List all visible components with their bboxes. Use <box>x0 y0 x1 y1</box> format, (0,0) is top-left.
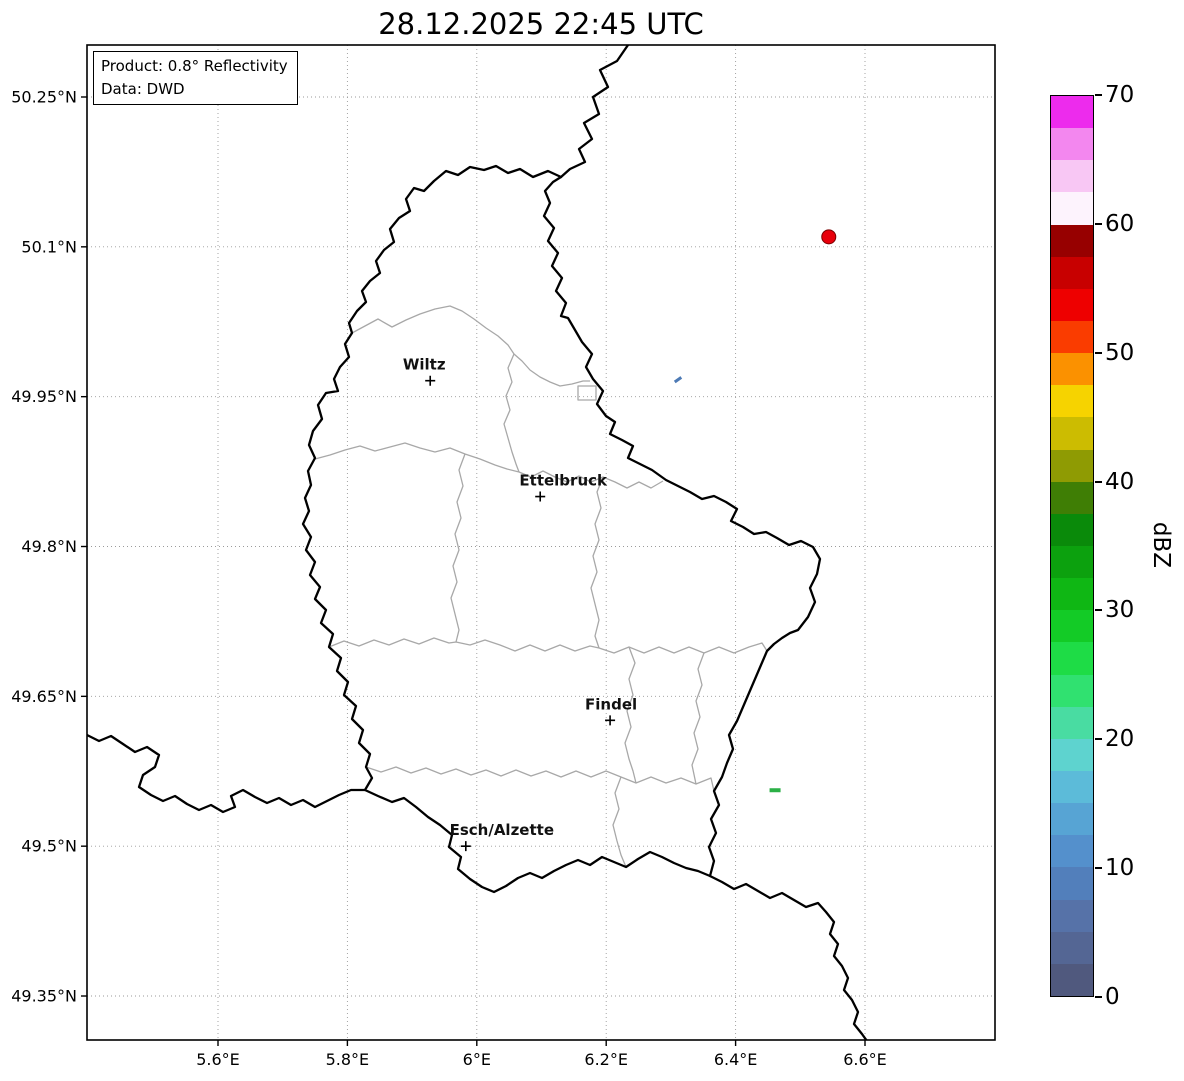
radar-echo-layer <box>673 229 837 793</box>
country-border-north <box>559 45 630 179</box>
map-layer: Wiltz Ettelbruck Findel Esch/Alzette <box>87 45 868 1040</box>
colorbar-tick <box>1095 996 1102 998</box>
canton-boundary <box>365 766 715 792</box>
product-info-line: Product: 0.8° Reflectivity <box>101 57 288 75</box>
colorbar-tick <box>1095 351 1102 354</box>
city-layer: Wiltz Ettelbruck Findel Esch/Alzette <box>403 356 637 852</box>
colorbar-segment <box>1051 385 1093 418</box>
radar-echo-mark <box>673 376 683 384</box>
city-label: Ettelbruck <box>519 472 608 490</box>
colorbar-tick <box>1095 222 1102 225</box>
colorbar-segment <box>1051 128 1093 161</box>
colorbar-tick <box>1095 867 1102 870</box>
y-axis-tick-label: 49.65°N <box>11 687 77 706</box>
colorbar-segment <box>1051 320 1093 354</box>
colorbar-segment <box>1051 417 1093 450</box>
colorbar-segment <box>1051 899 1093 932</box>
colorbar-tick <box>1095 609 1102 612</box>
colorbar-segment <box>1051 706 1093 739</box>
x-axis-tick-label: 6.2°E <box>584 1050 628 1069</box>
axis-layer: 5.6°E 5.8°E 6°E 6.2°E 6.4°E 6.6°E 50.25°N 50.1°… <box>11 88 887 1070</box>
colorbar-segment <box>1051 610 1093 643</box>
x-axis-tick-label: 6.4°E <box>714 1050 758 1069</box>
radar-echo-dot <box>821 229 837 245</box>
y-axis-tick-label: 49.5°N <box>21 837 77 856</box>
grid-layer <box>87 45 995 1040</box>
data-source-line: Data: DWD <box>101 79 185 98</box>
colorbar-segment <box>1051 578 1093 611</box>
canton-boundary <box>503 353 520 473</box>
colorbar-segment <box>1051 96 1093 129</box>
colorbar-tick <box>1095 94 1102 96</box>
colorbar-segment <box>1051 288 1093 321</box>
colorbar-tick <box>1095 480 1102 483</box>
x-axis-tick-label: 5.6°E <box>196 1050 240 1069</box>
city-marker <box>425 375 436 386</box>
x-axis-tick-label: 6°E <box>463 1050 491 1069</box>
colorbar-tick-label: 50 <box>1105 339 1135 366</box>
colorbar-segment <box>1051 867 1093 900</box>
country-border-southwest <box>87 733 367 814</box>
y-axis-tick-label: 50.25°N <box>11 88 77 107</box>
colorbar-segment <box>1051 545 1093 579</box>
colorbar-tick-label: 60 <box>1105 210 1135 237</box>
colorbar-segment <box>1051 803 1093 836</box>
country-border-luxembourg <box>301 164 822 894</box>
colorbar-segment <box>1051 642 1093 675</box>
colorbar-tick-label: 40 <box>1105 468 1135 495</box>
colorbar-segment <box>1051 931 1093 964</box>
canton-boundary <box>590 476 604 649</box>
colorbar-tick-label: 10 <box>1105 855 1135 882</box>
colorbar-segment <box>1051 513 1093 546</box>
x-axis-tick-label: 6.6°E <box>843 1050 887 1069</box>
city-marker <box>535 491 546 502</box>
colorbar-segment <box>1051 192 1093 225</box>
colorbar-tick-label: 20 <box>1105 726 1135 753</box>
city-marker <box>460 841 471 852</box>
y-axis-tick-label: 49.35°N <box>11 987 77 1006</box>
canton-boundary <box>691 652 705 785</box>
colorbar-segment <box>1051 738 1093 771</box>
canton-boundary <box>328 637 768 654</box>
x-axis-tick-label: 5.8°E <box>326 1050 370 1069</box>
colorbar-unit-label: dBZ <box>1148 521 1174 569</box>
colorbar-segment <box>1051 449 1093 482</box>
colorbar-tick <box>1095 738 1102 741</box>
product-info-box: Product: 0.8° Reflectivity Data: DWD <box>93 51 298 105</box>
y-axis-tick-label: 49.8°N <box>21 537 77 556</box>
y-axis-tick-label: 50.1°N <box>21 237 77 256</box>
city-label: Wiltz <box>403 356 446 374</box>
plot-frame <box>86 44 996 1041</box>
colorbar-segment <box>1051 353 1093 386</box>
canton-boundary <box>351 305 590 387</box>
canton-boundary <box>314 442 520 473</box>
colorbar-segment <box>1051 770 1093 804</box>
canton-boundary <box>577 385 597 401</box>
radar-echo-mark <box>769 788 781 793</box>
city-label: Findel <box>585 695 637 713</box>
colorbar <box>1050 95 1094 997</box>
canton-boundary <box>518 470 664 489</box>
country-border-southeast <box>708 874 868 1040</box>
colorbar-segment <box>1051 160 1093 193</box>
colorbar-segment <box>1051 224 1093 257</box>
city-marker <box>605 715 616 726</box>
colorbar-segment <box>1051 963 1093 996</box>
canton-boundary <box>450 453 466 643</box>
canton-boundary <box>624 646 637 784</box>
colorbar-segment <box>1051 481 1093 514</box>
y-axis-tick-label: 49.95°N <box>11 387 77 406</box>
colorbar-tick-label: 70 <box>1105 82 1135 108</box>
colorbar-tick-label: 30 <box>1105 597 1135 624</box>
colorbar-segment <box>1051 674 1093 707</box>
colorbar-segment <box>1051 256 1093 289</box>
canton-boundary <box>612 776 627 868</box>
colorbar-tick-label: 0 <box>1105 984 1120 1010</box>
city-label: Esch/Alzette <box>450 821 554 839</box>
colorbar-segment <box>1051 835 1093 868</box>
plot-title: 28.12.2025 22:45 UTC <box>378 7 704 41</box>
